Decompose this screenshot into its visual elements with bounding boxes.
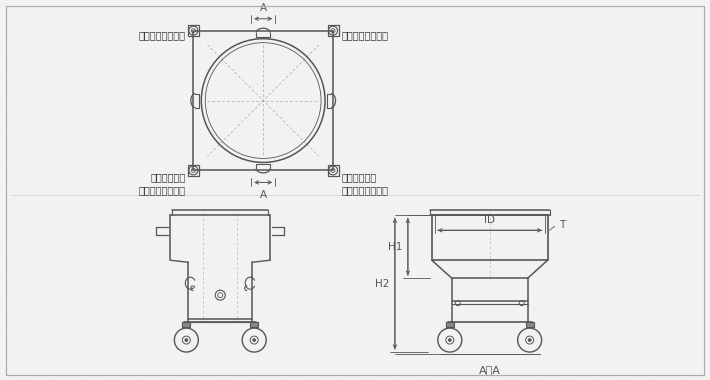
Bar	[188, 25, 199, 36]
Circle shape	[185, 339, 188, 342]
Bar	[182, 322, 190, 327]
Text: A: A	[260, 190, 267, 200]
Bar	[250, 322, 258, 327]
Text: 旋回式キャスター: 旋回式キャスター	[138, 30, 185, 40]
Text: A: A	[260, 3, 267, 13]
Circle shape	[448, 339, 452, 342]
Text: A－A: A－A	[479, 365, 501, 375]
Bar	[446, 322, 454, 327]
Text: ストッパー付
旋回式キャスター: ストッパー付 旋回式キャスター	[138, 173, 185, 196]
Bar	[432, 215, 547, 260]
Text: ID: ID	[484, 215, 496, 225]
Bar	[327, 25, 339, 36]
Text: 旋回式キャスター: 旋回式キャスター	[341, 30, 388, 40]
Bar	[188, 165, 199, 176]
Text: T: T	[559, 220, 566, 230]
Circle shape	[528, 339, 531, 342]
Text: ストッパー付
旋回式キャスター: ストッパー付 旋回式キャスター	[341, 173, 388, 196]
Bar	[525, 322, 534, 327]
Text: H1: H1	[388, 242, 402, 252]
Bar	[327, 165, 339, 176]
Circle shape	[253, 339, 256, 342]
Text: H2: H2	[375, 279, 389, 289]
